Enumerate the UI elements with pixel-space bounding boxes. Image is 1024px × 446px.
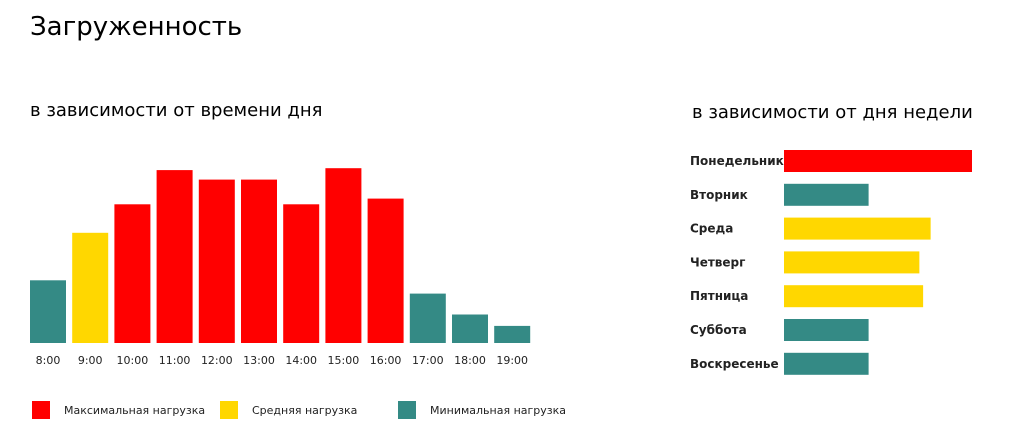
time-bar-1800 (452, 314, 488, 343)
weekday-bar-5 (784, 319, 869, 341)
time-tick-label: 15:00 (328, 354, 360, 367)
weekday-bar-6 (784, 352, 869, 375)
weekday-label: Понедельник (690, 154, 784, 168)
time-bar-1700 (409, 293, 446, 343)
legend-label-mid: Средняя нагрузка (252, 403, 358, 417)
weekday-label: Среда (690, 222, 733, 236)
weekday-label: Суббота (690, 323, 747, 337)
time-chart-title: в зависимости от времени дня (30, 100, 323, 121)
legend-item-min: Минимальная нагрузка (398, 400, 566, 420)
time-bar-1000 (114, 204, 151, 343)
legend-swatch-min (398, 401, 416, 419)
legend-label-max: Максимальная нагрузка (64, 403, 206, 417)
legend-swatch-max (32, 401, 50, 419)
weekday-bar-4 (784, 285, 924, 308)
weekday-label: Четверг (690, 255, 745, 269)
time-bar-1600 (367, 198, 404, 343)
weekday-bar-0 (784, 150, 972, 172)
weekday-label: Воскресенье (690, 357, 779, 371)
time-bar-900 (72, 232, 109, 343)
time-tick-label: 18:00 (454, 354, 486, 367)
legend-label-min: Минимальная нагрузка (430, 403, 567, 417)
time-bar-1500 (325, 168, 362, 343)
weekday-bar-1 (784, 183, 869, 206)
time-bar-1300 (241, 179, 277, 343)
weekday-label: Пятница (690, 289, 748, 303)
time-bar-1100 (156, 170, 193, 343)
time-bar-800 (30, 280, 66, 343)
time-tick-label: 17:00 (412, 354, 444, 367)
time-tick-label: 13:00 (243, 354, 275, 367)
time-bar-1900 (494, 325, 531, 343)
time-tick-label: 12:00 (201, 354, 233, 367)
weekday-bar-3 (784, 251, 920, 274)
weekday-label: Вторник (690, 188, 748, 202)
time-tick-label: 16:00 (370, 354, 402, 367)
page-title: Загруженность (30, 12, 243, 42)
legend-swatch-mid (220, 401, 238, 419)
time-bar-1200 (198, 179, 235, 343)
time-tick-label: 9:00 (78, 354, 103, 367)
legend-item-mid: Средняя нагрузка (220, 400, 357, 420)
weekday-bar-2 (784, 217, 931, 240)
weekday-chart-title: в зависимости от дня недели (692, 102, 973, 123)
time-tick-label: 11:00 (159, 354, 191, 367)
time-bar-1400 (283, 204, 320, 343)
legend-item-max: Максимальная нагрузка (32, 400, 205, 420)
time-tick-label: 19:00 (496, 354, 528, 367)
time-tick-label: 14:00 (285, 354, 317, 367)
time-tick-label: 8:00 (36, 354, 61, 367)
time-tick-label: 10:00 (117, 354, 149, 367)
